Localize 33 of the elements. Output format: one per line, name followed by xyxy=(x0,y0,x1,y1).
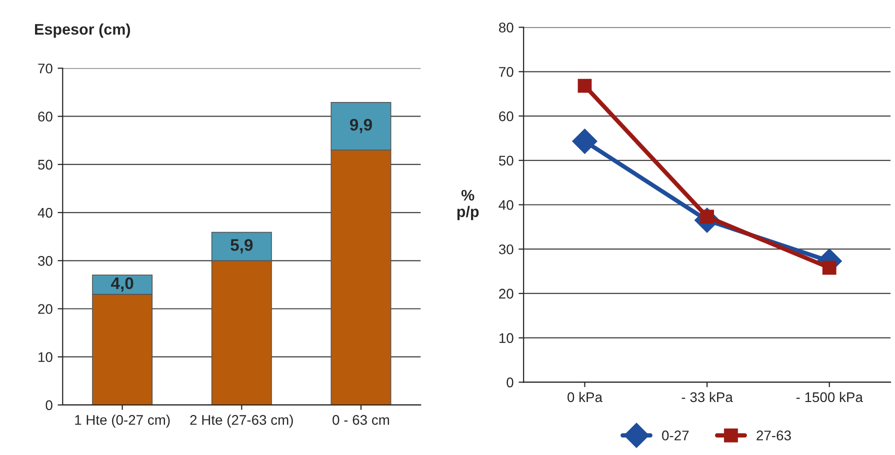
y-tick-label: 10 xyxy=(38,352,52,362)
x-tick-label: 0 - 63 cm xyxy=(332,415,390,425)
y-tick-label: 20 xyxy=(499,288,514,299)
y-tick-label: 70 xyxy=(38,64,52,74)
x-tick-label: 1 Hte (0-27 cm) xyxy=(75,414,170,428)
y-tick-label: 30 xyxy=(498,244,514,254)
x-tick-label: - 1500 kPa xyxy=(796,392,863,402)
data-label: 4,0 xyxy=(110,277,134,292)
y-tick-label: 60 xyxy=(499,111,514,122)
y-tick-label: 60 xyxy=(38,112,52,122)
y-axis-title: % p/p xyxy=(457,190,479,220)
legend-label: 0-27 xyxy=(662,430,689,440)
legend-label: 27-63 xyxy=(756,430,791,440)
data-label: 5,9 xyxy=(230,239,253,254)
y-tick-label: 40 xyxy=(498,200,514,210)
y-tick-label: 50 xyxy=(38,160,52,170)
y-tick-label: 50 xyxy=(498,156,514,166)
y-tick-label: 20 xyxy=(38,304,52,314)
y-tick-label: 30 xyxy=(38,256,52,266)
x-tick-label: 0 kPa xyxy=(568,392,602,402)
point xyxy=(578,78,592,93)
y-tick-label: 0 xyxy=(506,378,514,388)
y-tick-label: 70 xyxy=(499,66,514,77)
x-tick-label: 2 Hte (27-63 cm) xyxy=(190,414,293,428)
x-tick-label: - 33 kPa xyxy=(682,392,733,402)
y-tick-label: 0 xyxy=(46,400,52,410)
point xyxy=(572,128,598,154)
y-axis-title: Espesor (cm) xyxy=(35,24,130,38)
y-tick-label: 40 xyxy=(38,208,52,218)
data-label: 9,9 xyxy=(350,118,372,134)
y-tick-label: 80 xyxy=(499,22,514,32)
y-tick-label: 10 xyxy=(499,333,514,344)
point xyxy=(822,260,836,275)
